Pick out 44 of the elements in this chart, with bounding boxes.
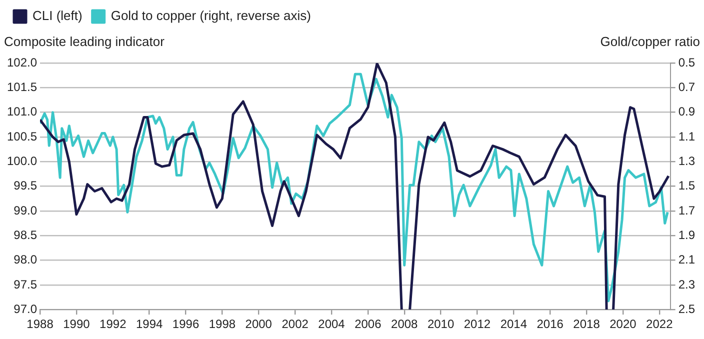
y2-axis-title: Gold/copper ratio (600, 34, 700, 49)
x-tick-label: 1998 (208, 317, 236, 332)
x-tick-label: 1994 (136, 317, 163, 332)
x-tick-label: 2018 (573, 317, 600, 332)
y2-tick-label: 2.5 (678, 302, 696, 316)
y-tick-label: 100.5 (7, 129, 38, 144)
x-tick-label: 1990 (63, 317, 90, 332)
y-tick-label: 98.0 (14, 252, 38, 267)
y2-tick-label: 1.9 (678, 228, 696, 242)
y-tick-label: 102.0 (7, 55, 38, 70)
x-tick-label: 1992 (100, 317, 127, 332)
x-tick-label: 2022 (646, 317, 674, 332)
y-tick-label: 97.0 (14, 302, 38, 316)
x-tick-label: 2002 (282, 317, 309, 332)
x-tick-label: 2020 (610, 317, 637, 332)
x-tick-label: 2004 (318, 317, 346, 332)
x-tick-label: 2016 (536, 317, 564, 332)
y-tick-label: 99.0 (14, 203, 38, 218)
x-tick-label: 2008 (391, 317, 418, 332)
y2-tick-label: 0.5 (678, 55, 696, 70)
y2-tick-label: 1.5 (678, 178, 696, 193)
x-tick-label: 2000 (245, 317, 272, 332)
x-tick-label: 2014 (500, 317, 528, 332)
y2-tick-label: 2.3 (678, 277, 696, 292)
y-tick-label: 97.5 (14, 277, 38, 292)
y2-tick-label: 1.3 (678, 154, 696, 168)
y2-tick-label: 0.9 (678, 104, 696, 119)
y2-tick-label: 2.1 (678, 252, 696, 267)
legend-label: Gold to copper (right, reverse axis) (110, 8, 311, 24)
legend-label: CLI (left) (32, 8, 82, 24)
x-tick-label: 2010 (427, 317, 454, 332)
y-tick-label: 100.0 (7, 154, 38, 168)
x-tick-label: 2006 (354, 317, 382, 332)
y-tick-label: 101.5 (7, 80, 38, 94)
y-tick-label: 98.5 (14, 228, 38, 242)
x-tick-label: 2012 (464, 317, 491, 332)
y-tick-label: 99.5 (14, 178, 38, 193)
y-axis-title: Composite leading indicator (4, 34, 164, 49)
x-tick-label: 1996 (172, 317, 200, 332)
x-tick-label: 1988 (26, 317, 54, 332)
y-tick-label: 101.0 (7, 104, 38, 119)
y2-tick-label: 0.7 (678, 80, 696, 94)
y2-tick-label: 1.7 (678, 203, 696, 218)
y2-tick-label: 1.1 (678, 129, 696, 144)
